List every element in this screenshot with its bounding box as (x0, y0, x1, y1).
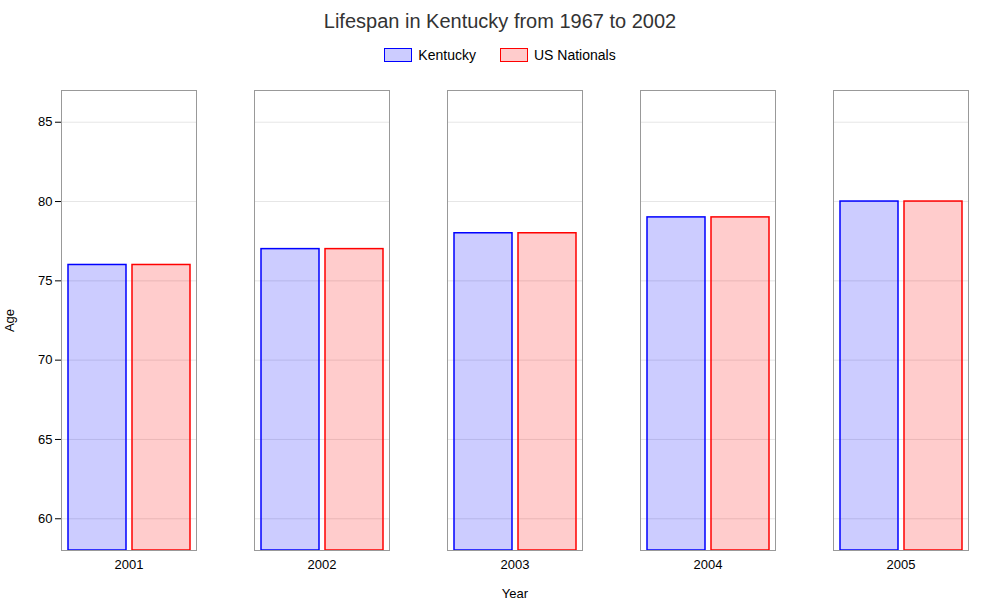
svg-text:85: 85 (38, 114, 52, 129)
svg-text:80: 80 (38, 194, 52, 209)
svg-text:2001: 2001 (115, 557, 144, 572)
svg-text:Year: Year (502, 586, 529, 600)
svg-text:65: 65 (38, 432, 52, 447)
svg-text:Age: Age (2, 309, 17, 332)
svg-text:75: 75 (38, 273, 52, 288)
svg-text:2005: 2005 (887, 557, 916, 572)
svg-text:2004: 2004 (694, 557, 723, 572)
svg-text:2003: 2003 (501, 557, 530, 572)
svg-text:2002: 2002 (308, 557, 337, 572)
html-text:Lifespan in Kentucky from 1967: Lifespan in Kentucky from 1967 to 2002 (323, 10, 677, 32)
html-text:Kentucky: Kentucky (418, 47, 476, 63)
svg-text:70: 70 (38, 352, 52, 367)
html-text:US Nationals: US Nationals (533, 47, 616, 63)
svg-text:60: 60 (38, 511, 52, 526)
